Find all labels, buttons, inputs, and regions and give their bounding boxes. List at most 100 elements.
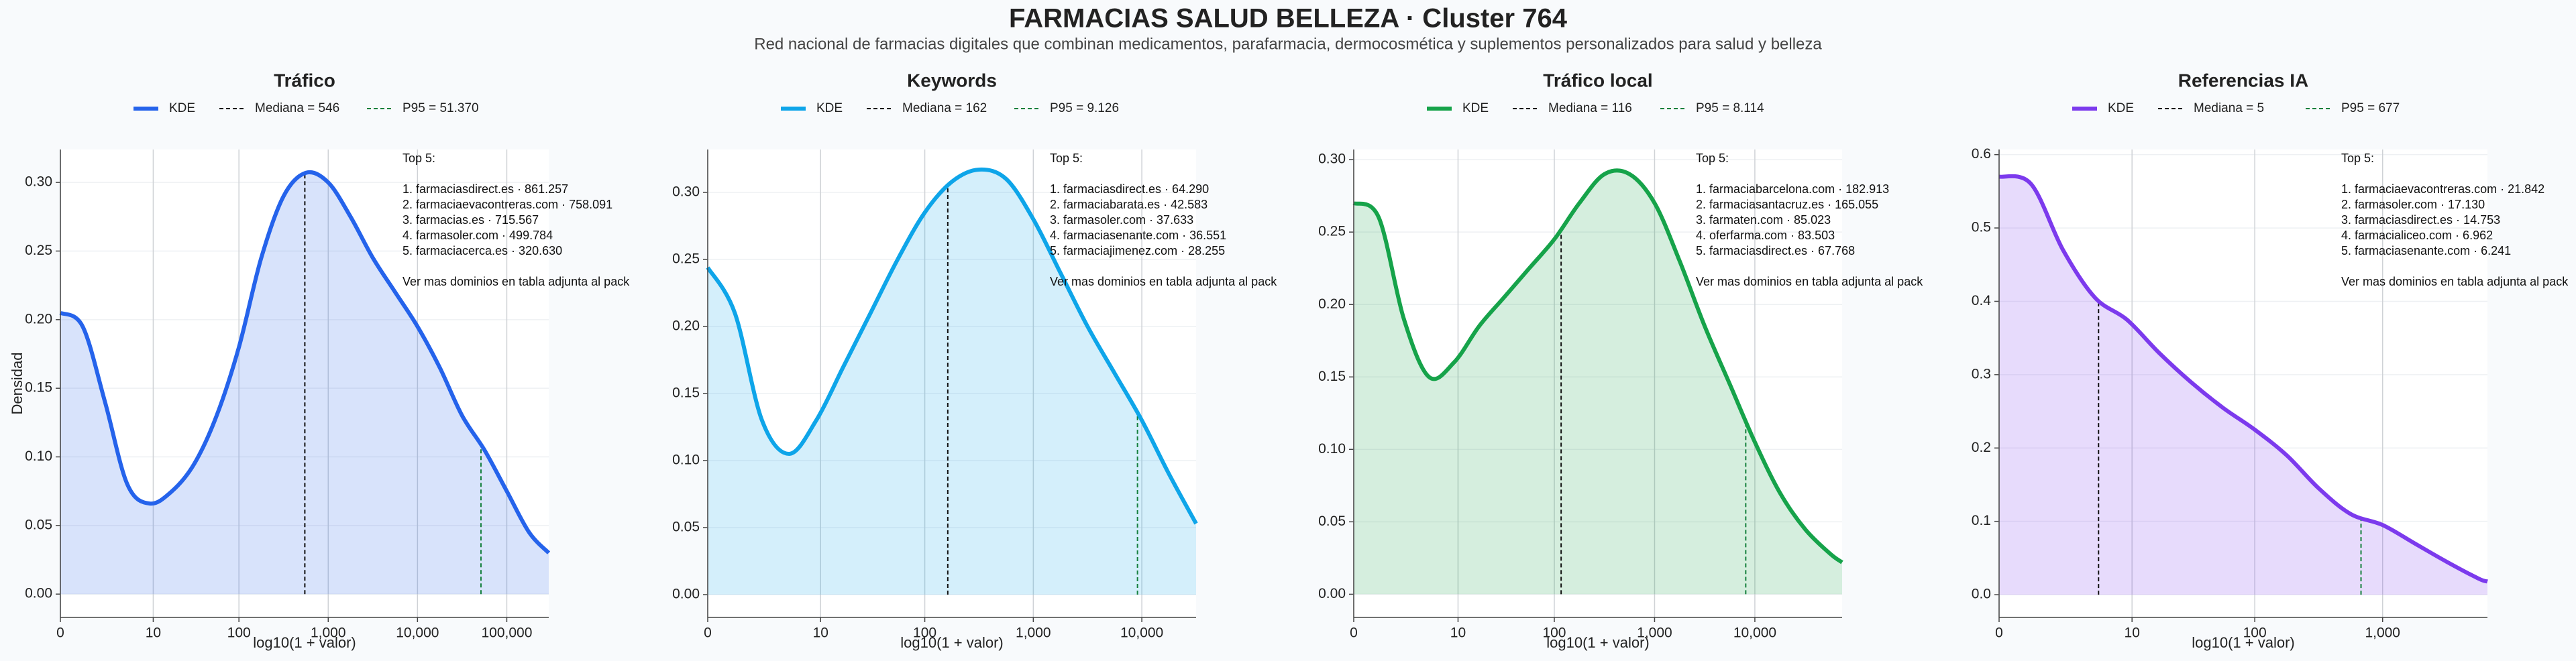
legend-label: Mediana = 5 — [2194, 101, 2264, 115]
y-tick-label: 0.25 — [25, 243, 52, 258]
annotation-note: Ver mas dominios en tabla adjunta al pac… — [2341, 275, 2569, 288]
annotation-item: 3. farmaten.com · 85.023 — [1696, 213, 1831, 227]
x-tick-label: 100 — [2243, 625, 2267, 641]
y-tick-label: 0.20 — [672, 318, 700, 334]
y-tick-label: 0.30 — [672, 184, 700, 200]
annotation-item: 4. oferfarma.com · 83.503 — [1696, 229, 1835, 242]
y-tick-label: 0.2 — [1972, 440, 1991, 455]
x-tick-label: 100,000 — [481, 625, 532, 641]
annotation-item: 1. farmaciasdirect.es · 64.290 — [1050, 182, 1209, 196]
kde-area — [1999, 176, 2487, 595]
legend-label: P95 = 8.114 — [1696, 101, 1764, 115]
annotation-item: 5. farmaciasenante.com · 6.241 — [2341, 244, 2511, 257]
annotation-item: 2. farmaciaevacontreras.com · 758.091 — [402, 198, 612, 211]
x-tick-label: 0 — [1350, 625, 1358, 641]
x-axis-label: log10(1 + valor) — [2192, 634, 2294, 651]
annotation-item: 3. farmaciasdirect.es · 14.753 — [2341, 213, 2500, 227]
y-tick-label: 0.20 — [25, 311, 52, 326]
x-axis-label: log10(1 + valor) — [253, 634, 356, 651]
y-tick-label: 0.10 — [1318, 441, 1346, 457]
x-tick-label: 10,000 — [1733, 625, 1776, 641]
annotation-item: 5. farmaciasdirect.es · 67.768 — [1696, 244, 1855, 257]
annotation-note: Ver mas dominios en tabla adjunta al pac… — [1050, 275, 1277, 288]
kde-line — [59, 170, 551, 554]
x-tick-label: 10 — [1450, 625, 1466, 641]
annotation-heading: Top 5: — [2341, 152, 2374, 165]
x-tick-label: 10 — [146, 625, 161, 641]
y-tick-label: 0.20 — [1318, 296, 1346, 312]
annotation-heading: Top 5: — [402, 152, 435, 165]
y-tick-label: 0.4 — [1972, 293, 1992, 308]
y-tick-label: 0.00 — [1318, 586, 1346, 601]
x-axis-label: log10(1 + valor) — [1546, 634, 1649, 651]
y-tick-label: 0.05 — [1318, 514, 1346, 529]
x-tick-label: 10,000 — [396, 625, 439, 641]
annotation-item: 4. farmasoler.com · 499.784 — [402, 229, 553, 242]
annotation-item: 4. farmaciasenante.com · 36.551 — [1050, 229, 1226, 242]
plot-area — [708, 149, 1196, 617]
y-tick-label: 0.10 — [25, 448, 52, 464]
legend-label: KDE — [816, 101, 843, 115]
subtitle: Red nacional de farmacias digitales que … — [754, 35, 1822, 53]
y-tick-label: 0.5 — [1972, 220, 1991, 235]
x-tick-label: 1,000 — [1016, 625, 1051, 641]
x-tick-label: 10 — [813, 625, 828, 641]
x-tick-label: 1,000 — [311, 625, 346, 641]
y-tick-label: 0.30 — [1318, 152, 1346, 167]
y-tick-label: 0.6 — [1972, 146, 1991, 162]
y-tick-label: 0.25 — [1318, 224, 1346, 239]
x-tick-label: 1,000 — [1637, 625, 1672, 641]
kde-area — [708, 169, 1196, 595]
annotation-item: 1. farmaciasdirect.es · 861.257 — [402, 182, 568, 196]
x-tick-label: 100 — [1542, 625, 1566, 641]
y-tick-label: 0.25 — [672, 251, 700, 267]
annotation-item: 5. farmaciajimenez.com · 28.255 — [1050, 244, 1225, 257]
legend-label: Mediana = 116 — [1548, 101, 1632, 115]
x-axis-label: log10(1 + valor) — [900, 634, 1003, 651]
panel-title: Tráfico local — [1543, 70, 1652, 91]
annotation-item: 2. farmaciasantacruz.es · 165.055 — [1696, 198, 1878, 211]
x-tick-label: 0 — [1995, 625, 2003, 641]
annotation-item: 4. farmacialiceo.com · 6.962 — [2341, 229, 2493, 242]
y-tick-label: 0.15 — [25, 380, 52, 396]
annotation-item: 1. farmaciaevacontreras.com · 21.842 — [2341, 182, 2544, 196]
panel-title: Keywords — [907, 70, 997, 91]
kde-line — [706, 167, 1198, 525]
x-tick-label: 100 — [913, 625, 936, 641]
legend-label: Mediana = 546 — [255, 101, 339, 115]
y-tick-label: 0.05 — [672, 520, 700, 535]
y-tick-label: 0.15 — [672, 385, 700, 401]
legend-label: P95 = 9.126 — [1050, 101, 1119, 115]
x-tick-label: 100 — [227, 625, 251, 641]
annotation-item: 3. farmacias.es · 715.567 — [402, 213, 539, 227]
y-tick-label: 0.1 — [1972, 513, 1991, 528]
y-axis-label: Densidad — [9, 353, 25, 415]
y-tick-label: 0.15 — [1318, 369, 1346, 384]
legend-label: Mediana = 162 — [902, 101, 987, 115]
y-tick-label: 0.10 — [672, 453, 700, 468]
annotation-note: Ver mas dominios en tabla adjunta al pac… — [1696, 275, 1923, 288]
main-title: FARMACIAS SALUD BELLEZA · Cluster 764 — [1009, 4, 1568, 34]
y-tick-label: 0.00 — [672, 587, 700, 602]
y-tick-label: 0.00 — [25, 586, 52, 601]
plot-area — [1354, 149, 1842, 617]
annotation-item: 3. farmasoler.com · 37.633 — [1050, 213, 1193, 227]
x-tick-label: 1,000 — [2365, 625, 2400, 641]
legend-label: KDE — [1462, 101, 1489, 115]
y-tick-label: 0.0 — [1972, 587, 1991, 602]
annotation-heading: Top 5: — [1050, 152, 1083, 165]
y-tick-label: 0.3 — [1972, 366, 1991, 381]
kde-area — [1354, 170, 1842, 595]
panel-title: Referencias IA — [2178, 70, 2309, 91]
x-tick-label: 0 — [56, 625, 64, 641]
kde-line — [1998, 174, 2488, 584]
legend-label: P95 = 677 — [2341, 101, 2400, 115]
panel-title: Tráfico — [274, 70, 335, 91]
x-tick-label: 10,000 — [1120, 625, 1163, 641]
legend-label: KDE — [2108, 101, 2134, 115]
y-tick-label: 0.30 — [25, 174, 52, 190]
annotation-heading: Top 5: — [1696, 152, 1729, 165]
x-tick-label: 0 — [704, 625, 712, 641]
x-tick-label: 10 — [2125, 625, 2140, 641]
